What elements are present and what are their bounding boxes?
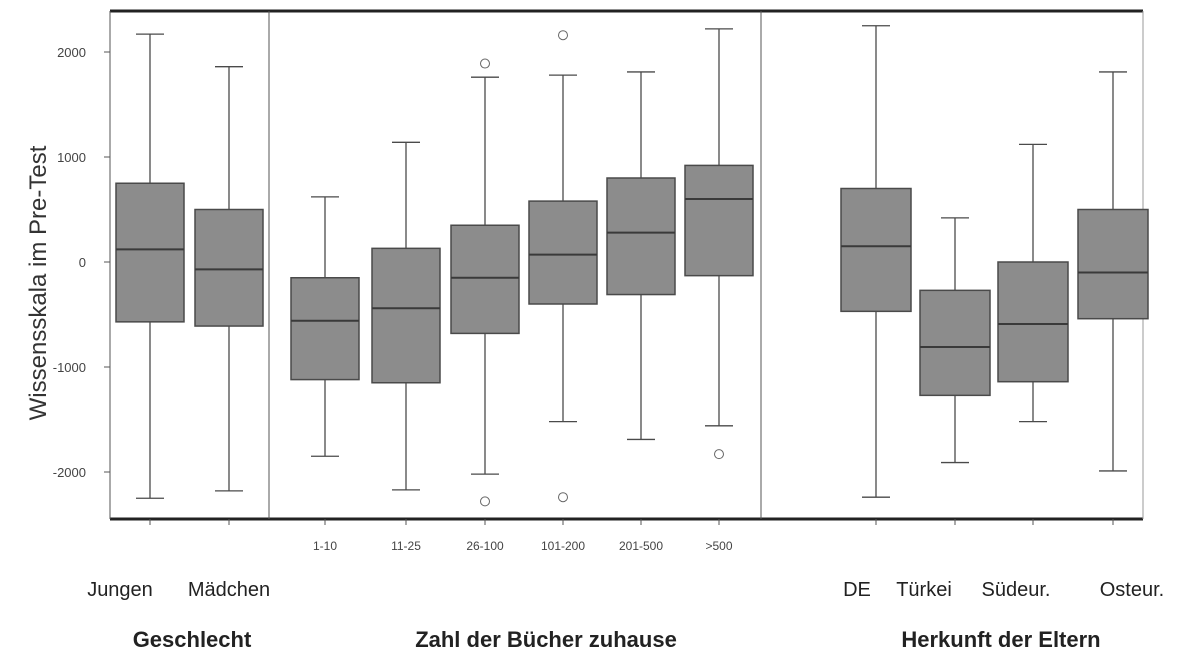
category-label: Südeur. [982,579,1051,601]
iqr-box [290,277,360,381]
x-tick-label: 11-25 [391,539,421,553]
group-title: Geschlecht [133,627,252,652]
iqr-box [840,187,912,313]
group-title: Herkunft der Eltern [901,627,1100,652]
iqr-box [684,164,754,277]
iqr-box [1077,208,1149,320]
outlier-point [480,58,490,69]
iqr-box [450,224,520,335]
iqr-box [528,200,598,305]
y-axis-label: Wissensskala im Pre-Test [25,145,52,420]
x-tick-label: 1-10 [313,539,337,553]
category-label: Mädchen [188,579,270,601]
iqr-box [606,177,676,296]
y-tick-labels: 2000 1000 0 -1000 -2000 [53,45,110,480]
y-tick-label: -1000 [53,360,86,375]
box-plot-marks [115,25,1149,525]
y-tick-label: -2000 [53,465,86,480]
outlier-point [480,496,490,507]
iqr-box [919,289,991,397]
group-title: Zahl der Bücher zuhause [415,627,677,652]
x-tick-label: 26-100 [466,539,504,553]
category-label: Türkei [896,579,952,601]
x-tick-label: >500 [705,539,732,553]
x-tick-label: 201-500 [619,539,663,553]
outlier-point [714,449,724,460]
category-label: Osteur. [1100,579,1164,601]
y-tick-label: 2000 [57,45,86,60]
category-label: Jungen [87,579,153,601]
x-tick-label: 101-200 [541,539,585,553]
category-labels: Jungen Mädchen Geschlecht 1-10 11-25 26-100 10… [87,539,1164,652]
iqr-box [371,247,441,384]
category-label: DE [843,579,871,601]
iqr-box [997,261,1069,383]
outlier-point [558,492,568,503]
iqr-box [115,182,185,323]
outlier-point [558,30,568,41]
y-tick-label: 1000 [57,150,86,165]
iqr-box [194,208,264,327]
y-tick-label: 0 [79,255,86,270]
